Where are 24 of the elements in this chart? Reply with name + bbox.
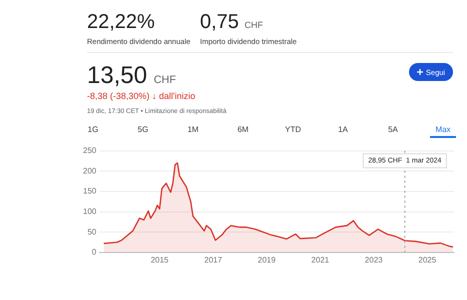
text: 0,75 CHF [200,11,263,33]
y-tick-label: 50 [87,227,97,236]
text: 22,22% [87,10,155,34]
x-tick-label: 2023 [364,255,384,264]
text: YTD [284,125,302,136]
x-tick-label: 2019 [258,255,276,264]
y-tick-label: 200 [82,166,97,176]
y-tick-label: 100 [82,206,97,216]
y-tick-label: 0 [92,248,97,257]
chart-subtitle: -8,38 (-38,30%) ↓ dall'inizio [87,91,196,101]
text: 1M [186,125,200,136]
y-tick-label: 250 [82,146,97,156]
text: 1G [86,125,100,136]
x-tick-label: 2021 [311,255,330,264]
text: 5A [387,125,399,136]
text: 1A [337,125,349,136]
y-tick-label: 150 [82,186,97,196]
text: 6M [236,125,250,136]
text: Max [430,125,456,138]
x-tick-label: 2015 [150,255,170,264]
text: 5G [136,125,150,136]
x-tick-label: 2017 [204,255,223,264]
x-tick-label: 2025 [418,255,437,264]
chart-title: 13,50 CHF [87,62,176,89]
